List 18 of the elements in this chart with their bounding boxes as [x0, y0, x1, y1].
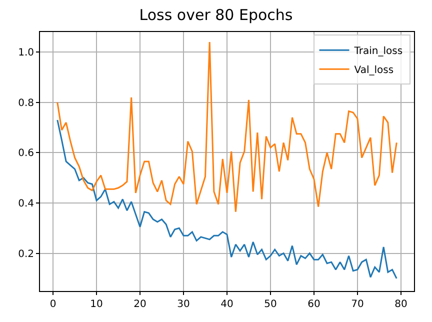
x-tick-label: 80 [394, 299, 408, 310]
x-tick-label: 20 [134, 299, 146, 310]
y-tick-label: 0.8 [18, 98, 34, 109]
x-tick-label: 30 [177, 299, 190, 310]
chart-title: Loss over 80 Epochs [139, 6, 293, 24]
x-tick-label: 60 [308, 299, 320, 310]
line-series [56, 119, 398, 280]
x-tick-label: 10 [90, 299, 103, 310]
x-tick-label: 40 [220, 299, 234, 310]
y-tick-label: 1.0 [18, 48, 34, 59]
y-tick-label: 0.2 [18, 248, 34, 260]
x-tick-label: 50 [264, 299, 277, 310]
x-tick-label: 70 [351, 299, 364, 310]
y-tick-label: 0.6 [18, 148, 34, 160]
x-tick-label: 0 [50, 299, 56, 310]
legend-label: Train_loss [353, 46, 403, 57]
y-tick-label: 0.4 [18, 198, 34, 210]
legend-label: Val_loss [354, 64, 394, 76]
